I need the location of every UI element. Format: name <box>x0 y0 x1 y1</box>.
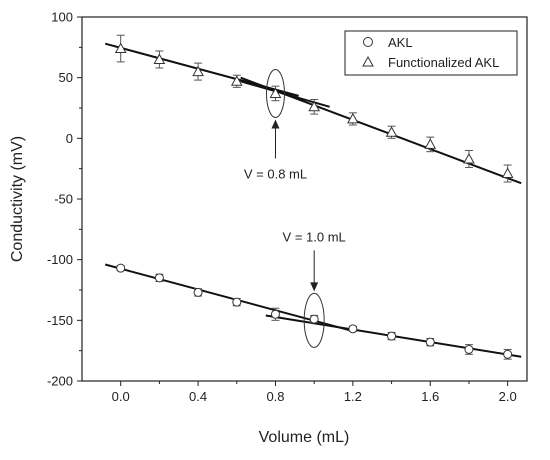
y-axis-title: Conductivity (mV) <box>9 136 26 262</box>
fit-lines-layer <box>104 42 522 358</box>
annotation-arrow-head-1-0ml <box>310 282 319 292</box>
markers-layer <box>114 42 514 359</box>
y-tick-label: -50 <box>54 192 73 207</box>
x-tick-label: 0.4 <box>189 389 207 404</box>
error-bars-layer <box>116 34 512 360</box>
data-point-functionalized-akl <box>424 138 437 149</box>
x-tick-label: 1.2 <box>344 389 362 404</box>
data-point-functionalized-akl <box>308 100 321 112</box>
fit-line <box>104 263 350 332</box>
data-point-functionalized-akl <box>192 65 204 77</box>
x-tick-label: 0.0 <box>112 389 130 404</box>
data-point-akl <box>116 263 126 273</box>
data-point-functionalized-akl <box>347 112 359 124</box>
data-point-akl <box>387 331 397 341</box>
data-point-akl <box>464 344 474 354</box>
data-point-akl <box>270 309 280 319</box>
x-tick-label: 2.0 <box>499 389 517 404</box>
data-point-akl <box>154 273 164 283</box>
legend-label-akl: AKL <box>388 35 413 50</box>
annotation-label-0-8ml: V = 0.8 mL <box>244 166 307 181</box>
legend-label-functionalized-akl: Functionalized AKL <box>388 55 499 70</box>
data-point-akl <box>348 324 358 334</box>
data-point-functionalized-akl <box>153 53 166 64</box>
data-point-functionalized-akl <box>501 167 514 179</box>
y-tick-label: -150 <box>47 313 73 328</box>
data-point-functionalized-akl <box>269 87 282 98</box>
data-point-akl <box>309 314 319 324</box>
x-axis-title: Volume (mL) <box>259 429 350 446</box>
annotations-layer: V = 0.8 mL V = 1.0 mL <box>244 68 346 348</box>
data-point-functionalized-akl <box>385 126 398 137</box>
legend-box <box>344 30 518 76</box>
y-tick-label: -200 <box>47 374 73 389</box>
annotation-ellipse-0-8ml <box>265 68 285 118</box>
y-tick-label: -100 <box>47 252 73 267</box>
y-tick-label: 100 <box>51 10 73 25</box>
legend-marker-akl <box>363 37 373 47</box>
ticks-layer: 0.0 0.4 0.8 1.2 1.6 2.0 100 50 0 -50 -100 -150 -200 <box>47 10 517 405</box>
fit-line <box>240 76 522 185</box>
data-point-akl <box>503 349 513 359</box>
data-point-akl <box>232 297 242 307</box>
y-tick-label: 50 <box>59 70 73 85</box>
x-tick-label: 0.8 <box>266 389 284 404</box>
y-tick-label: 0 <box>66 131 73 146</box>
data-point-functionalized-akl <box>114 42 127 54</box>
data-point-functionalized-akl <box>463 152 475 164</box>
data-point-functionalized-akl <box>230 75 243 86</box>
legend: AKL Functionalized AKL <box>344 30 518 76</box>
data-point-akl <box>193 287 203 297</box>
data-point-akl <box>425 337 435 347</box>
annotation-ellipse-1-0ml <box>303 292 325 348</box>
x-tick-label: 1.6 <box>421 389 439 404</box>
annotation-label-1-0ml: V = 1.0 mL <box>283 229 346 244</box>
legend-marker-functionalized-akl <box>362 55 374 67</box>
annotation-arrow-head-0-8ml <box>271 119 280 129</box>
